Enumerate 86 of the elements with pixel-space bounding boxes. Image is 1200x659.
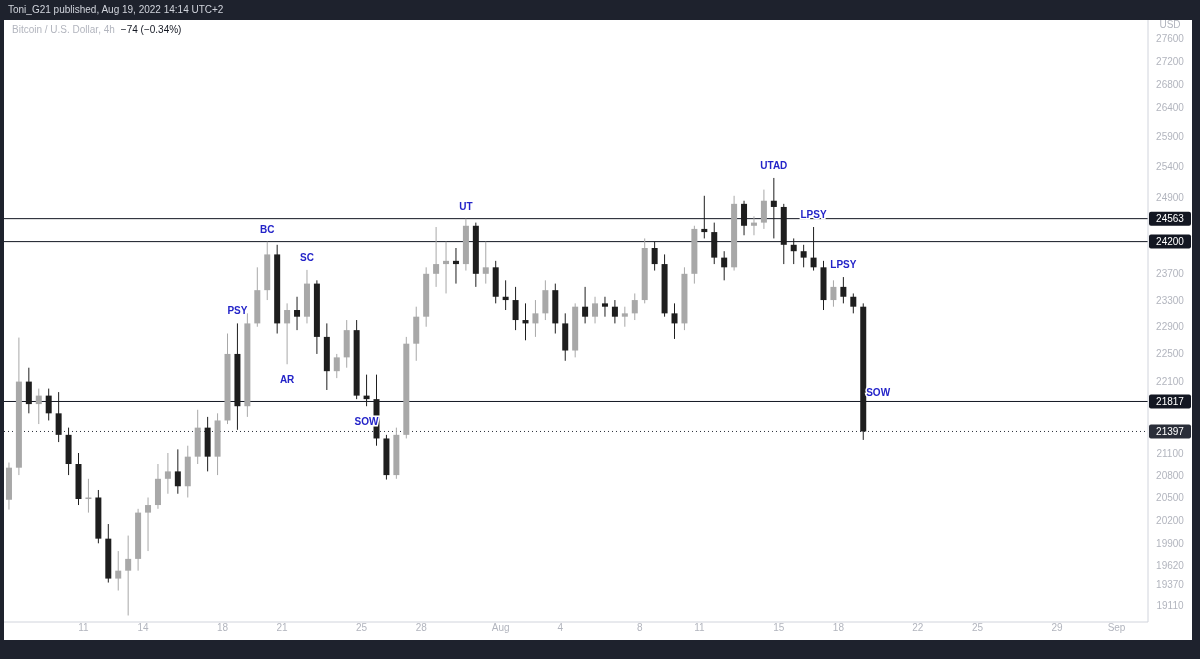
candlestick	[601, 296, 608, 318]
candlestick	[284, 302, 291, 365]
x-tick-label: Sep	[1107, 622, 1126, 633]
candlestick	[721, 250, 728, 281]
candlestick	[760, 189, 767, 230]
y-tick-label: 22900	[1156, 321, 1185, 333]
candlestick	[294, 296, 301, 331]
x-tick-label: 8	[636, 622, 643, 633]
candlestick	[582, 286, 589, 324]
y-tick-label: 24900	[1156, 192, 1185, 204]
candlestick	[840, 276, 847, 304]
candlestick	[85, 478, 92, 514]
candlestick	[433, 226, 440, 288]
x-tick-label: 4	[557, 622, 564, 633]
x-tick-label: 21	[276, 622, 289, 633]
candlestick	[542, 279, 549, 321]
y-tick-label: 22100	[1156, 376, 1185, 388]
candlestick	[452, 247, 459, 285]
ref-line-label: 24563	[1156, 213, 1185, 225]
x-tick-label: 18	[832, 622, 845, 633]
x-tick-label: 15	[773, 622, 785, 633]
ref-line-label: 24200	[1156, 236, 1185, 248]
y-tick-label: 23700	[1156, 268, 1185, 280]
x-tick-label: 25	[356, 622, 368, 633]
candlestick	[800, 244, 807, 268]
y-tick-label: 19370	[1156, 579, 1185, 591]
candlestick	[145, 497, 152, 552]
candlestick	[830, 279, 837, 308]
annotation: BC	[260, 223, 275, 235]
y-tick-label: 22500	[1156, 348, 1185, 360]
x-tick-label: 11	[694, 622, 705, 633]
annotation: PSY	[227, 305, 248, 317]
ref-line-label: 21397	[1156, 425, 1185, 437]
y-axis-title: USD	[1159, 19, 1181, 30]
y-tick-label: 27600	[1156, 33, 1185, 45]
text: Toni_G21 published, Aug 19, 2022 14:14 UTC+2	[8, 4, 224, 15]
candlestick	[532, 299, 539, 338]
candlestick	[522, 302, 529, 341]
candlestick	[125, 535, 132, 616]
candlestick	[671, 302, 678, 340]
candlestick	[750, 215, 757, 236]
candlestick	[443, 241, 450, 294]
y-tick-label: 20800	[1156, 469, 1185, 481]
y-tick-label: 19900	[1156, 537, 1185, 549]
candlestick	[592, 296, 599, 324]
y-tick-label: 25400	[1156, 161, 1185, 173]
x-tick-label: 18	[216, 622, 229, 633]
candlestick	[115, 550, 122, 592]
y-tick-label: 20500	[1156, 492, 1185, 503]
y-tick-label: 26400	[1156, 101, 1185, 113]
annotation: UTAD	[760, 159, 788, 171]
y-tick-label: 19620	[1156, 559, 1185, 571]
annotation: SOW	[866, 387, 891, 399]
candlestick	[631, 292, 638, 321]
y-tick-label: 21100	[1156, 447, 1184, 459]
candlestick	[482, 241, 489, 285]
candlestick	[621, 306, 628, 328]
y-tick-label: 25900	[1156, 131, 1185, 143]
x-tick-label: 28	[415, 622, 428, 633]
annotation: AR	[279, 374, 296, 386]
candlestick	[35, 388, 42, 425]
y-tick-label: 23300	[1156, 294, 1185, 306]
candlestick	[611, 299, 618, 324]
y-tick-label: 19110	[1156, 600, 1184, 612]
y-tick-label: 27200	[1156, 55, 1185, 67]
x-tick-label: 25	[971, 622, 984, 633]
ref-line-label: 21817	[1156, 395, 1185, 407]
x-tick-label: Aug	[491, 622, 510, 633]
x-tick-label: 11	[78, 622, 90, 633]
y-tick-label: 26800	[1156, 78, 1185, 90]
annotation: SC	[300, 251, 314, 263]
x-tick-label: 29	[1051, 622, 1063, 633]
annotation: LPSY	[800, 209, 827, 221]
annotation: LPSY	[830, 259, 857, 271]
candlestick	[850, 292, 857, 314]
candlestick	[174, 448, 181, 495]
chart-subtitle: −74 (−0.34%)	[120, 24, 182, 35]
candlestick	[512, 286, 519, 331]
x-tick-label: 22	[912, 622, 924, 633]
annotation: UT	[459, 200, 473, 212]
candlestick	[164, 452, 171, 495]
candlestick	[333, 353, 340, 379]
candlestick	[502, 279, 509, 311]
x-tick-label: 14	[137, 622, 150, 633]
y-tick-label: 20200	[1156, 514, 1185, 526]
chart-title: Bitcoin / U.S. Dollar, 4h	[12, 24, 115, 35]
